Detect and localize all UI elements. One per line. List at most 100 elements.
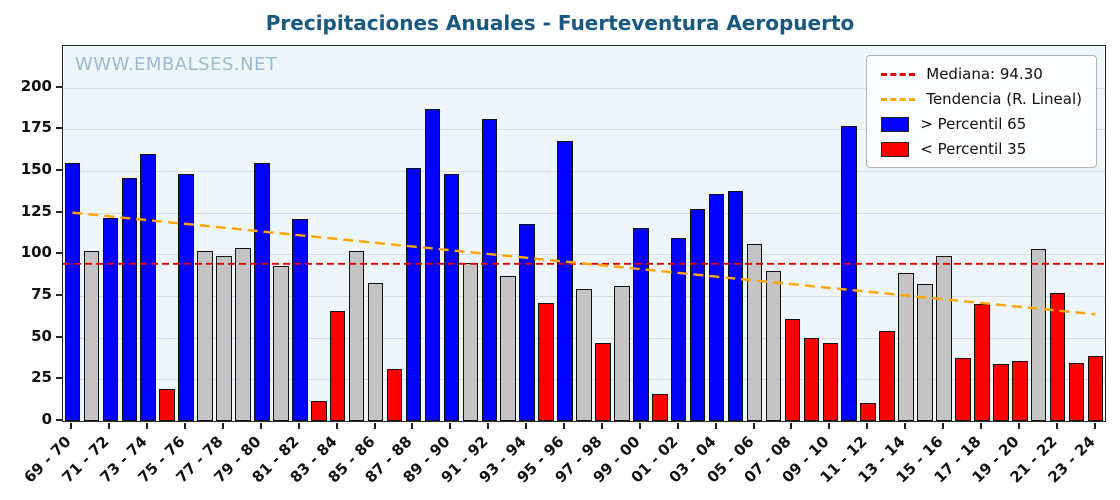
bar-52 xyxy=(1049,292,1066,421)
bar-36 xyxy=(746,244,763,421)
legend-item-trend: Tendencia (R. Lineal) xyxy=(881,90,1082,108)
y-axis-tick-label: 0 xyxy=(41,410,52,428)
y-axis-tick-label: 75 xyxy=(31,285,52,303)
bar-30 xyxy=(633,227,649,421)
bar-4 xyxy=(140,154,157,421)
above-percentile-swatch xyxy=(881,116,910,132)
bar-27 xyxy=(576,289,592,421)
x-axis-tick xyxy=(752,423,755,429)
bar-22 xyxy=(481,119,498,421)
bar-34 xyxy=(708,194,725,421)
legend-item-above-percentile: > Percentil 65 xyxy=(881,115,1082,133)
legend: Mediana: 94.30 Tendencia (R. Lineal) > P… xyxy=(866,55,1097,168)
x-axis-tick xyxy=(638,423,641,429)
bar-39 xyxy=(803,337,820,421)
bar-53 xyxy=(1068,362,1085,421)
bar-26 xyxy=(557,141,573,421)
x-axis-tick xyxy=(790,423,793,429)
bar-31 xyxy=(652,394,668,421)
bar-19 xyxy=(424,109,441,421)
x-axis-tick xyxy=(259,423,262,429)
x-axis-tick xyxy=(904,423,907,429)
x-axis-tick xyxy=(941,423,944,429)
bar-13 xyxy=(310,401,327,421)
bar-48 xyxy=(974,304,990,421)
bar-6 xyxy=(178,174,194,421)
legend-item-below-percentile: < Percentil 35 xyxy=(881,140,1082,158)
x-axis-tick xyxy=(411,423,414,429)
x-axis-tick xyxy=(714,423,717,429)
x-axis-tick xyxy=(563,423,566,429)
bar-42 xyxy=(860,402,876,421)
gridline xyxy=(63,87,1105,89)
y-axis-tick-label: 150 xyxy=(20,160,52,178)
bar-47 xyxy=(955,357,971,421)
x-axis-tick xyxy=(70,423,73,429)
bar-17 xyxy=(386,369,403,421)
bar-25 xyxy=(538,302,554,421)
bar-23 xyxy=(500,276,516,421)
bar-49 xyxy=(993,364,1009,421)
legend-trend-label: Tendencia (R. Lineal) xyxy=(926,90,1082,108)
x-axis-tick xyxy=(1093,423,1096,429)
y-axis-tick-label: 200 xyxy=(20,76,52,95)
median-line-swatch xyxy=(881,72,916,76)
y-axis-tick xyxy=(56,169,62,171)
x-axis-tick xyxy=(866,423,869,429)
x-axis-tick xyxy=(979,423,982,429)
y-axis-tick-label: 175 xyxy=(20,118,52,137)
y-axis-tick xyxy=(56,127,62,130)
y-axis-tick-label: 100 xyxy=(20,243,52,262)
x-axis-tick xyxy=(1055,423,1058,429)
bar-33 xyxy=(689,209,706,421)
bar-37 xyxy=(765,271,782,421)
x-axis-tick xyxy=(373,423,376,429)
gridline xyxy=(63,212,1105,214)
y-axis-tick xyxy=(56,377,62,380)
x-axis-tick xyxy=(676,423,679,429)
bar-7 xyxy=(197,251,213,421)
legend-median-label: Mediana: 94.30 xyxy=(926,65,1043,83)
x-axis-tick xyxy=(108,423,111,429)
plot-area: WWW.EMBALSES.NET Mediana: 94.30 Tendenci… xyxy=(62,45,1106,422)
x-axis-tick xyxy=(487,423,490,429)
x-axis-tick xyxy=(297,423,300,429)
legend-item-median: Mediana: 94.30 xyxy=(881,65,1082,83)
bar-9 xyxy=(235,247,251,421)
bar-43 xyxy=(879,331,895,421)
gridline xyxy=(63,129,1105,131)
x-axis-tick xyxy=(600,423,603,429)
bar-40 xyxy=(822,342,839,421)
y-axis-tick xyxy=(56,252,62,255)
x-axis-tick xyxy=(449,423,452,429)
bar-0 xyxy=(64,162,81,421)
bar-45 xyxy=(917,284,933,421)
bar-12 xyxy=(292,219,308,421)
y-axis-tick xyxy=(56,210,62,213)
x-axis-tick xyxy=(146,423,149,429)
bar-24 xyxy=(519,224,535,421)
bar-18 xyxy=(405,167,422,421)
bar-20 xyxy=(443,174,460,421)
x-axis-tick xyxy=(184,423,187,429)
y-axis-tick xyxy=(56,335,62,338)
bar-11 xyxy=(273,266,289,421)
bar-51 xyxy=(1030,249,1047,421)
bar-35 xyxy=(727,191,744,421)
bar-46 xyxy=(936,256,952,421)
bar-54 xyxy=(1087,356,1104,421)
page-title: Precipitaciones Anuales - Fuerteventura … xyxy=(265,11,855,35)
bar-21 xyxy=(462,262,479,421)
x-axis-tick xyxy=(525,423,528,429)
x-axis-tick xyxy=(828,423,831,429)
bar-2 xyxy=(102,217,119,421)
watermark: WWW.EMBALSES.NET xyxy=(75,54,278,75)
y-axis-tick xyxy=(56,419,62,421)
y-axis-tick xyxy=(56,85,62,88)
bar-15 xyxy=(348,251,365,421)
below-percentile-swatch xyxy=(881,141,910,157)
x-axis-tick xyxy=(222,423,225,429)
y-axis-tick-label: 50 xyxy=(31,326,52,345)
bar-8 xyxy=(216,256,232,421)
